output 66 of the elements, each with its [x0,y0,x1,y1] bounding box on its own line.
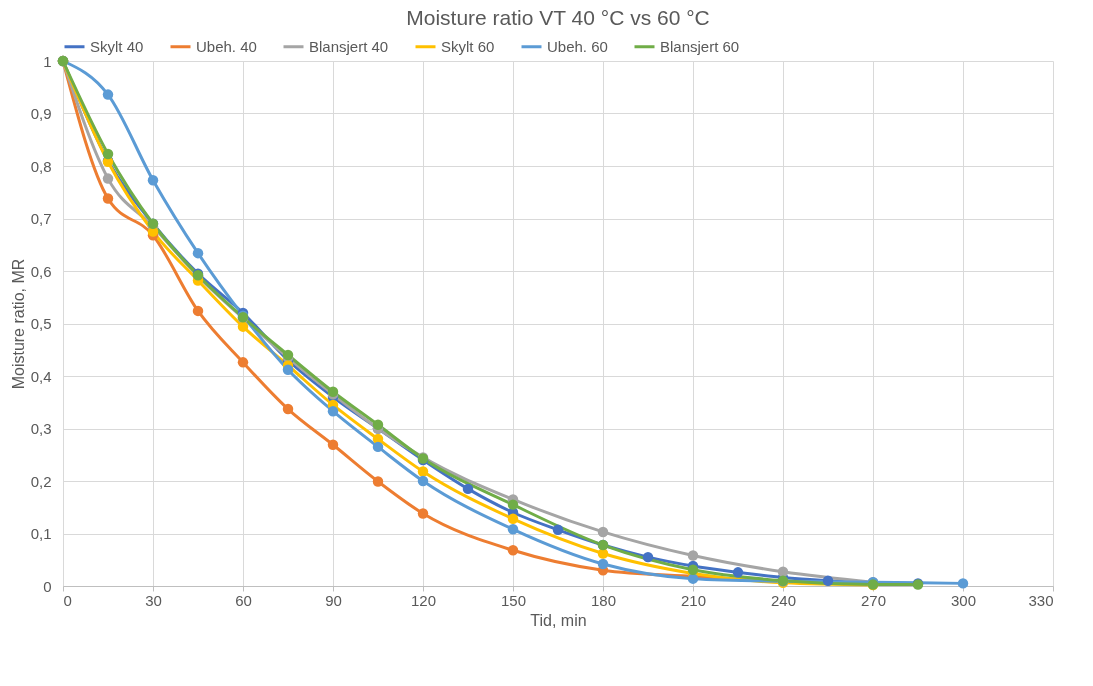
point [372,441,384,453]
point [372,476,384,487]
legend-label: Skylt 40 [90,37,144,55]
y-tick-label: 0,6 [30,262,52,280]
x-tick-label: 120 [410,591,437,609]
point [822,575,834,586]
x-tick-label: 240 [770,591,797,609]
point [192,247,204,259]
y-tick-label: 0,4 [30,367,52,385]
point [507,513,519,525]
y-axis-title: Moisture ratio, MR [9,258,27,390]
point [192,305,204,317]
point [327,405,339,417]
x-tick-label: 210 [680,591,707,609]
legend-label: Blansjert 60 [660,37,740,55]
point [507,499,519,510]
point [507,545,519,556]
point [147,174,159,186]
point [417,466,429,477]
legend-label: Skylt 60 [441,37,495,55]
point [102,89,114,100]
x-axis-title: Tid, min [530,611,587,629]
point [642,551,654,563]
y-tick-label: 0,8 [30,157,52,175]
point [597,526,609,538]
legend-label: Blansjert 40 [309,37,389,55]
x-tick-label: 330 [1028,591,1054,609]
y-tick-label: 1 [43,52,52,70]
point [102,173,114,184]
y-tick-label: 0,5 [30,315,52,332]
point [282,403,294,415]
point [327,439,339,451]
y-tick-label: 0,1 [30,525,52,542]
point [102,148,114,160]
point [552,524,564,536]
point [507,524,519,535]
point [597,558,609,570]
y-tick-label: 0,7 [30,210,52,227]
y-tick-label: 0 [43,577,52,595]
x-tick-label: 90 [325,591,342,609]
legend-label: Ubeh. 60 [547,37,608,55]
x-tick-label: 150 [500,591,527,609]
point [237,357,249,368]
x-tick-label: 60 [235,591,252,609]
y-tick-label: 0,3 [30,420,52,437]
y-tick-label: 0,2 [30,472,52,490]
point [687,564,699,575]
point [282,364,294,375]
point [687,550,699,561]
x-tick-label: 300 [950,591,977,609]
point [777,566,789,578]
chart-title: Moisture ratio VT 40 °C vs 60 °C [406,6,710,29]
point [462,483,474,495]
point [417,475,429,487]
x-tick-label: 0 [63,591,72,609]
point [102,193,114,204]
legend-label: Ubeh. 40 [196,37,257,55]
x-tick-label: 180 [590,591,617,609]
point [417,508,429,519]
point [372,419,384,431]
x-tick-label: 30 [145,591,162,609]
x-tick-label: 270 [860,591,887,609]
point [237,321,249,332]
point [957,578,969,589]
y-tick-label: 0,9 [30,105,52,122]
point [732,567,744,578]
